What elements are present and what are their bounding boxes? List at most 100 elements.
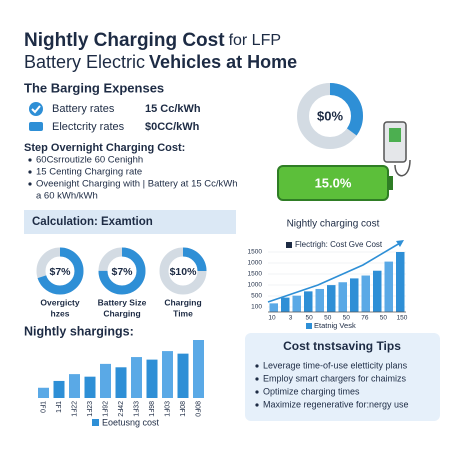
legend-swatch	[92, 419, 99, 426]
cable	[394, 159, 411, 177]
trend-legend: Flectrigh: Cost Gve Cost	[295, 240, 383, 249]
step-text: Oveenight Charging with | Battery at 15 …	[36, 179, 238, 190]
x-tick-label: 150	[397, 315, 408, 322]
bar	[315, 288, 324, 312]
row-value: $0CC/kWh	[145, 121, 200, 133]
x-tick-label: 3	[289, 315, 293, 322]
bullet	[28, 170, 32, 174]
y-tick-label: 1500	[248, 271, 263, 278]
tip-text: Optimize charging times	[263, 386, 360, 396]
bar	[304, 291, 313, 312]
row-label: Battery rates	[52, 103, 115, 115]
donut-arc	[98, 247, 146, 295]
check-icon	[29, 102, 43, 116]
steps-heading: Step Overnight Charging Cost:	[24, 142, 185, 154]
bar	[373, 270, 382, 312]
y-tick-label: 1000	[248, 282, 263, 289]
bar	[193, 340, 204, 398]
x-tick-label: 10	[268, 315, 276, 322]
bullet	[255, 403, 259, 407]
donut-arc	[159, 247, 207, 295]
trend-arrow	[267, 242, 401, 303]
bar	[338, 282, 347, 312]
y-tick-label: 100	[251, 304, 262, 311]
y-tick-label: 500	[251, 293, 262, 300]
tips-heading: Cost tnstsaving Tips	[283, 339, 401, 353]
bar	[384, 261, 393, 312]
bar	[131, 357, 142, 398]
title-light: for LFP	[229, 32, 281, 49]
x-tick-label: 1Ⅎ08	[179, 401, 187, 417]
x-tick-label: 50	[324, 315, 332, 322]
x-tick-label: 1Ⅎ92	[101, 401, 109, 417]
tip-text: Leverage time-of-use eletticity plans	[263, 360, 408, 370]
hero-caption: Nightly charging cost	[287, 219, 380, 230]
step-text: 60Csrroutizle 60 Cenighh	[36, 155, 143, 166]
bar	[84, 376, 96, 398]
x-tick-label: 1Ⅎ1	[55, 401, 63, 413]
y-tick-label: 1000	[248, 260, 263, 267]
bar	[361, 275, 370, 312]
tips-box	[245, 333, 440, 421]
nightly-heading: Nightly shargings:	[24, 324, 134, 338]
x-tick-label: 1Ⅎ33	[132, 401, 140, 417]
rate-icon	[29, 122, 43, 131]
donut-label: $7%	[111, 266, 133, 278]
trend-footer: Etatnig Vesk	[314, 321, 356, 330]
donut-caption: hzes	[51, 308, 70, 318]
donut-label: $0%	[317, 108, 343, 123]
bullet	[28, 182, 32, 186]
bar	[281, 297, 290, 312]
step-text: 15 Centing Charging rate	[36, 167, 142, 178]
battery-terminal	[388, 176, 393, 190]
title-line-1: Nightly Charging Cost for LFP	[24, 30, 281, 51]
arrow-head	[396, 240, 404, 247]
bar	[269, 303, 278, 312]
bar	[350, 278, 359, 312]
bar	[115, 367, 127, 398]
donut-label: $10%	[170, 266, 198, 278]
donut-arc	[36, 247, 84, 295]
bar	[396, 252, 405, 312]
x-tick-label: 50	[343, 315, 351, 322]
title-line-2: Battery Electric Vehicles at Home	[24, 52, 297, 72]
donut-caption: Charging	[103, 308, 140, 318]
check-mark	[31, 105, 41, 114]
x-tick-label: 1Ⅎ23	[86, 401, 94, 417]
bar	[292, 295, 301, 312]
donut-caption: Battery Size	[98, 297, 147, 307]
bullet	[255, 390, 259, 394]
x-tick-label: 50	[306, 315, 314, 322]
title-bold: Vehicles at Home	[149, 52, 297, 72]
donut-arc	[297, 83, 363, 149]
donut-label: $7%	[49, 266, 71, 278]
x-tick-label: 1Ⅎ98	[148, 401, 156, 417]
title-bold: Nightly Charging Cost	[24, 30, 225, 51]
bar	[53, 380, 65, 398]
bar	[38, 387, 49, 398]
y-tick-label: 1500	[248, 249, 263, 256]
x-tick-label: 76	[361, 315, 369, 322]
expenses-heading: The Barging Expenses	[24, 80, 164, 95]
bar	[100, 363, 111, 398]
legend-swatch	[306, 323, 312, 329]
x-tick-label: 0Ⅎ1	[39, 401, 47, 413]
x-tick-label: 2Ⅎ42	[117, 401, 125, 417]
donut-caption: Overgicty	[40, 297, 79, 307]
row-label: Electcrity rates	[52, 121, 125, 133]
bullet	[255, 377, 259, 381]
bar	[177, 353, 189, 398]
legend-swatch	[286, 242, 292, 248]
calc-band	[24, 210, 236, 234]
bullet	[28, 158, 32, 162]
bar	[146, 359, 158, 398]
battery-label: 15.0%	[315, 175, 352, 190]
tip-text: Maximize regenerative for:nergy use	[263, 399, 409, 409]
step-text: a 60 kWh/kWh	[36, 191, 98, 202]
bar	[162, 351, 173, 398]
x-tick-label: 0Ⅎ08	[194, 401, 202, 417]
donut-caption: Charging	[164, 297, 201, 307]
row-value: 15 Cc/kWh	[145, 103, 201, 115]
bullet	[255, 364, 259, 368]
